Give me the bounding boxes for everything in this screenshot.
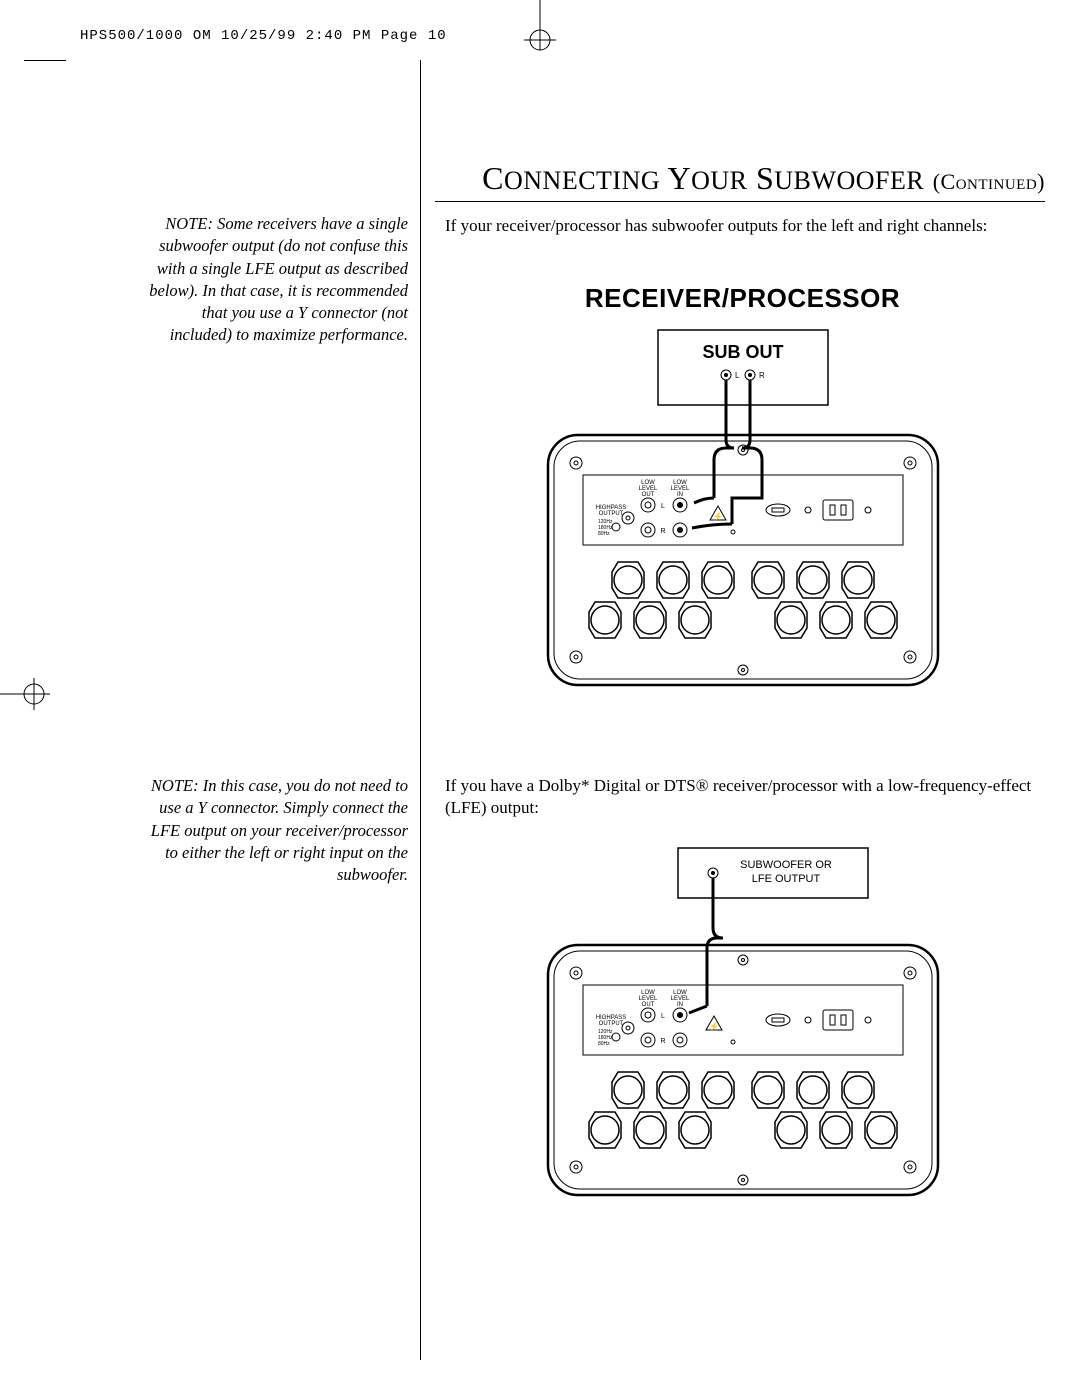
connection-diagram-2: SUBWOOFER OR LFE OUTPUT LOW LEVEL OUT LO… [445,840,1040,1230]
svg-text:80Hz: 80Hz [598,531,610,537]
svg-text:80Hz: 80Hz [598,1041,610,1047]
svg-text:L: L [735,371,740,380]
svg-text:L: L [661,503,665,510]
svg-text:LFE OUTPUT: LFE OUTPUT [751,873,820,885]
page-title-block: CONNECTING YOUR SUBWOOFER (Continued) [435,160,1045,202]
svg-text:IN: IN [677,492,683,498]
margin-note-1: NOTE: Some receivers have a single subwo… [148,213,408,347]
body-paragraph-2: If you have a Dolby* Digital or DTS® rec… [445,775,1040,819]
svg-text:L: L [661,1013,665,1020]
svg-text:⚡: ⚡ [709,1021,719,1031]
svg-text:R: R [660,528,665,535]
connection-diagram-1: SUB OUT L R LOW LEVEL OUT LOW LEVEL IN H… [445,320,1040,710]
lfe-output-label: SUBWOOFER OR [740,859,832,871]
registration-mark-left [0,670,70,718]
subwoofer-panel: LOW LEVEL OUT LOW LEVEL IN HIGHPASS OUTP… [548,435,938,685]
svg-text:OUTPUT: OUTPUT [598,511,623,517]
registration-mark-top [516,0,564,75]
svg-text:R: R [759,371,765,380]
body-paragraph-1: If your receiver/processor has subwoofer… [445,215,1040,237]
svg-text:OUTPUT: OUTPUT [598,1021,623,1027]
svg-text:R: R [660,1038,665,1045]
svg-text:⚡: ⚡ [713,511,723,521]
page-title: CONNECTING YOUR SUBWOOFER (Continued) [435,160,1045,197]
sub-out-label: SUB OUT [702,342,783,362]
svg-text:OUT: OUT [641,492,654,498]
corner-rule [24,60,66,61]
diagram-heading-1: RECEIVER/PROCESSOR [445,283,1040,314]
column-divider [420,60,421,1360]
page-header: HPS500/1000 OM 10/25/99 2:40 PM Page 10 [80,28,447,44]
margin-note-2: NOTE: In this case, you do not need to u… [148,775,408,886]
svg-text:IN: IN [677,1002,683,1008]
svg-text:OUT: OUT [641,1002,654,1008]
